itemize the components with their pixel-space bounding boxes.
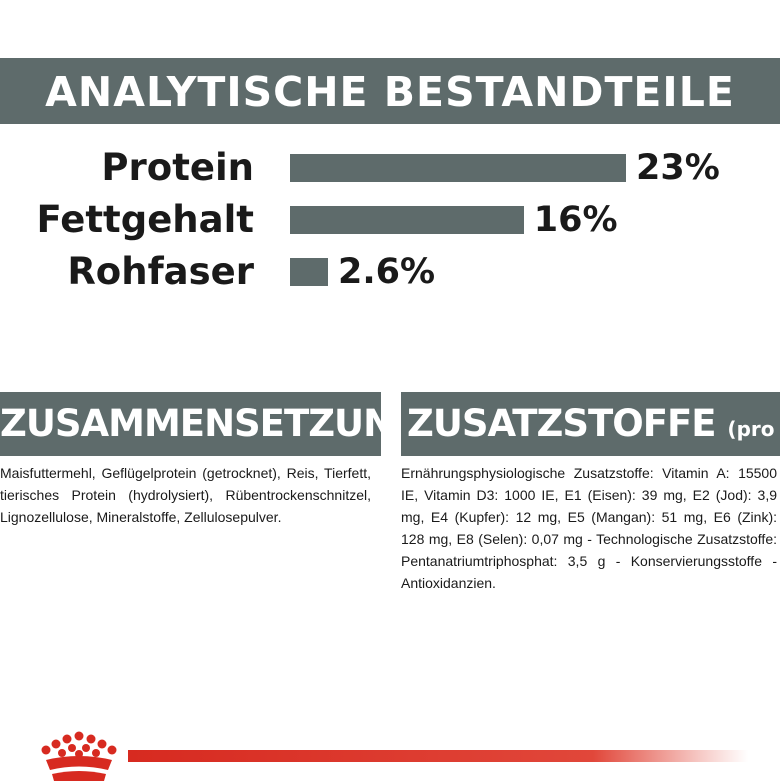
nutrient-label: Protein <box>101 146 254 189</box>
nutrient-row-fat: Fettgehalt 16% <box>0 194 780 246</box>
additives-header: ZUSATZSTOFFE (pro kg) <box>401 392 780 456</box>
nutrient-label: Rohfaser <box>67 250 254 293</box>
nutrient-bar <box>290 258 328 286</box>
composition-text: Maisfuttermehl, Geflügelprotein (getrock… <box>0 465 371 525</box>
composition-header: ZUSAMMENSETZUNG <box>0 392 381 456</box>
nutrient-bar <box>290 154 626 182</box>
page-title: ANALYTISCHE BESTANDTEILE <box>45 68 735 116</box>
nutrient-value: 2.6% <box>337 252 436 292</box>
nutrient-row-protein: Protein 23% <box>0 142 780 194</box>
additives-title-main: ZUSATZSTOFFE <box>407 402 717 445</box>
composition-title: ZUSAMMENSETZUNG <box>0 402 381 445</box>
header-banner <box>0 58 780 124</box>
nutrient-value: 16% <box>533 200 618 240</box>
brand-red-line <box>128 750 748 762</box>
nutrient-row-fiber: Rohfaser 2.6% <box>0 246 780 298</box>
nutrient-label: Fettgehalt <box>36 198 254 241</box>
nutrient-bar <box>290 206 524 234</box>
nutrient-value: 23% <box>636 148 720 188</box>
crown-icon <box>41 731 117 781</box>
additives-title-suffix: (pro kg) <box>727 417 780 441</box>
additives-title: ZUSATZSTOFFE (pro kg) <box>407 400 780 453</box>
additives-text: Ernährungsphysiologische Zusatzstoffe: V… <box>401 465 777 591</box>
